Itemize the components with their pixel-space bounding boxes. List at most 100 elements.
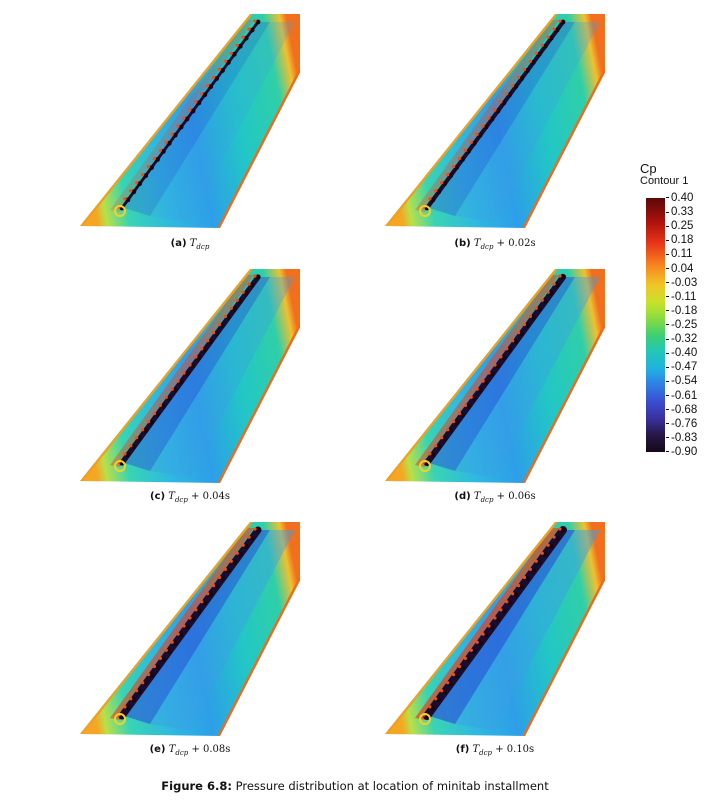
minitab-marker (131, 189, 137, 195)
colorbar-tick-label: 0.04 (666, 263, 693, 275)
colorbar-tick-label: -0.68 (666, 404, 697, 416)
minitab-stagnation (223, 314, 227, 318)
root-vortex (114, 460, 126, 472)
minitab-marker (554, 27, 560, 33)
minitab-stagnation (546, 35, 550, 39)
minitab-marker (178, 632, 184, 638)
high-pressure-band (415, 528, 559, 720)
minitab-marker (143, 681, 149, 687)
minitab-marker (226, 568, 231, 573)
minitab-marker (249, 27, 255, 33)
minitab-stagnation (505, 347, 509, 351)
minitab-stagnation (158, 148, 162, 152)
minitab-marker (190, 363, 196, 369)
minitab-marker (466, 404, 471, 409)
minitab-stagnation (158, 403, 162, 407)
colorbar-tick-label: -0.61 (666, 390, 697, 402)
minitab-stagnation (182, 371, 186, 375)
minitab-stagnation (428, 197, 432, 201)
time-offset: + 0.02s (493, 238, 536, 249)
minitab-stagnation (558, 19, 562, 23)
minitab-marker (495, 363, 501, 369)
wing-surface (385, 269, 605, 483)
minitab-marker (202, 600, 208, 606)
minitab-marker (202, 347, 208, 353)
subfigure-caption-e: (e) Tdcp + 0.08s (80, 744, 300, 757)
minitab-marker (243, 290, 249, 296)
time-subscript: dcp (479, 749, 493, 757)
time-subscript: dcp (480, 496, 494, 504)
minitab-stagnation (235, 298, 239, 302)
minitab-stagnation (129, 697, 133, 701)
minitab-marker (560, 527, 566, 533)
time-offset: + 0.06s (493, 491, 536, 502)
minitab-marker (430, 705, 436, 711)
minitab-marker (548, 35, 554, 41)
minitab-stagnation (452, 420, 456, 424)
minitab-stagnation (164, 140, 168, 144)
trailing-edge (522, 14, 605, 228)
high-pressure-band (110, 275, 254, 467)
subfigure-label: (a) (170, 238, 187, 249)
minitab-stagnation (170, 387, 174, 391)
minitab-marker (226, 315, 231, 320)
minitab-stagnation (152, 156, 157, 161)
contour-panel-b: (b) Tdcp + 0.02s (385, 8, 605, 258)
minitab-marker (466, 149, 471, 154)
leading-edge (385, 522, 558, 735)
minitab-marker (196, 100, 202, 106)
minitab-stagnation (440, 436, 444, 440)
time-symbol: T (473, 491, 481, 502)
minitab-marker (483, 124, 489, 130)
minitab-marker (477, 387, 483, 393)
low-pressure-wake (429, 22, 575, 216)
minitab-stagnation (176, 124, 180, 128)
minitab-marker (525, 68, 530, 73)
minitab-marker (249, 282, 255, 288)
colorbar-tick-label: -0.11 (666, 291, 696, 303)
minitab-stagnation (517, 584, 521, 588)
minitab-marker (214, 584, 220, 589)
subfigure-caption-d: (d) Tdcp + 0.06s (385, 491, 605, 504)
minitab-marker (143, 173, 149, 179)
minitab-stagnation (546, 290, 550, 294)
minitab-stagnation (152, 664, 157, 669)
minitab-marker (489, 624, 495, 630)
colorbar-tick-label: 0.25 (666, 220, 693, 232)
minitab-marker (149, 673, 154, 678)
leading-edge (80, 14, 253, 227)
subfigure-label: (f) (455, 744, 470, 755)
minitab-marker (471, 395, 477, 401)
minitab-marker (542, 43, 548, 49)
minitab-marker (507, 347, 513, 353)
colorbar-tick-label: -0.03 (666, 277, 697, 289)
colorbar-tick-label: 0.11 (666, 248, 693, 260)
root-vortex (419, 460, 431, 472)
low-pressure-wake (429, 530, 575, 724)
minitab-stagnation (182, 624, 186, 628)
minitab-stagnation (135, 436, 139, 440)
minitab-stagnation (217, 322, 222, 327)
colorbar-tick-label: -0.76 (666, 418, 697, 430)
minitab-stagnation (206, 339, 210, 343)
minitab-marker (560, 19, 566, 25)
minitab-marker (436, 189, 442, 195)
minitab-marker (542, 298, 548, 304)
low-pressure-wake-outer (150, 22, 295, 222)
time-subscript: dcp (196, 243, 210, 251)
minitab-marker (255, 527, 261, 533)
minitab-stagnation (522, 322, 527, 327)
minitab-stagnation (481, 379, 485, 383)
leading-edge (80, 522, 253, 735)
minitab-stagnation (253, 527, 257, 531)
minitab-stagnation (229, 559, 233, 563)
minitab-marker (454, 420, 459, 425)
minitab-marker (208, 592, 214, 598)
time-offset: + 0.04s (187, 491, 230, 502)
minitab-marker (243, 543, 249, 549)
minitab-stagnation (493, 363, 497, 367)
minitab-stagnation (463, 148, 467, 152)
minitab-marker (220, 68, 225, 73)
subfigure-label: (d) (454, 491, 471, 502)
minitab-marker (554, 282, 560, 288)
